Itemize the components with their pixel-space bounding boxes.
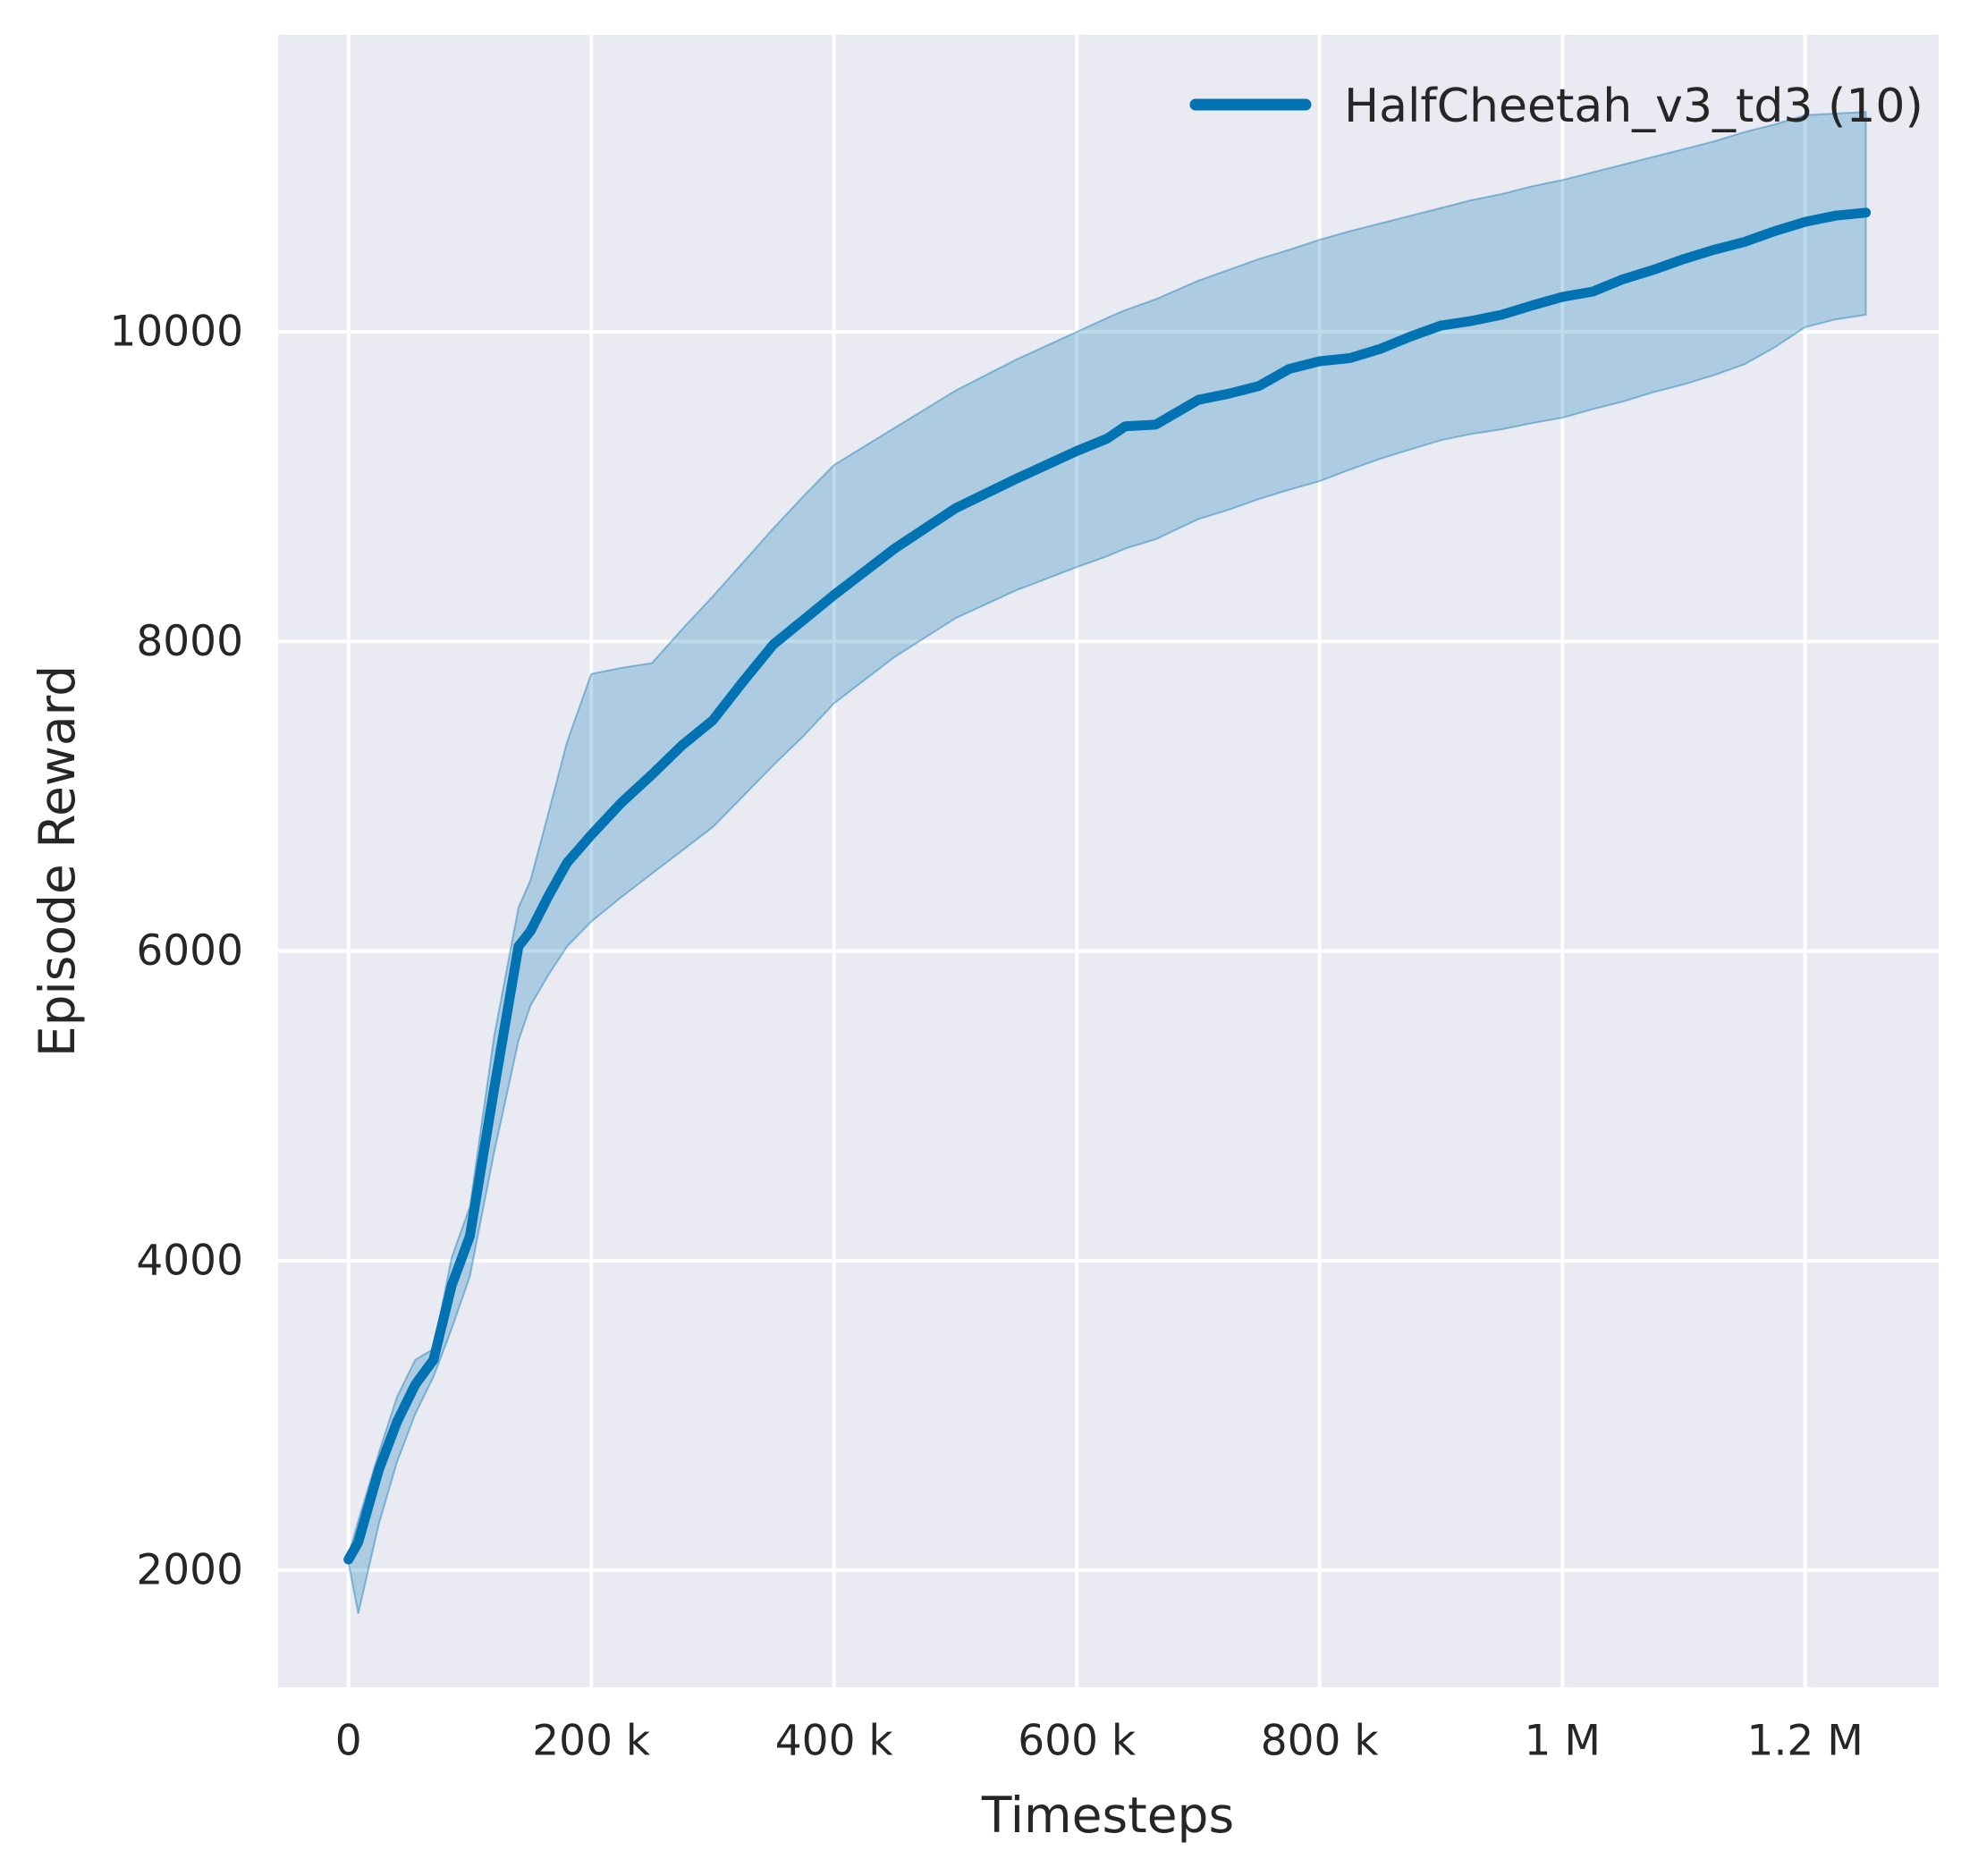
y-tick-label: 8000 — [136, 617, 243, 666]
y-tick-label: 10000 — [109, 308, 243, 357]
plot-area — [278, 35, 1939, 1687]
x-tick-label: 1 M — [1524, 1717, 1600, 1766]
x-tick-label: 200 k — [532, 1717, 651, 1766]
x-tick-labels: 0 200 k 400 k 600 k 800 k 1 M 1.2 M — [335, 1717, 1864, 1766]
y-tick-label: 2000 — [136, 1546, 243, 1595]
y-axis-label: Episode Reward — [29, 665, 86, 1057]
confidence-band — [347, 111, 1867, 1614]
y-tick-label: 6000 — [136, 926, 243, 976]
x-tick-label: 400 k — [775, 1717, 894, 1766]
legend: HalfCheetah_v3_td3 (10) — [1189, 80, 1923, 133]
gridlines — [278, 35, 1939, 1687]
mean-reward-line — [343, 207, 1872, 1565]
x-axis-label: Timesteps — [981, 1787, 1234, 1844]
x-tick-label: 0 — [335, 1717, 362, 1766]
y-tick-labels: 2000 4000 6000 8000 10000 — [109, 308, 243, 1595]
y-tick-label: 4000 — [136, 1236, 243, 1285]
x-tick-label: 600 k — [1018, 1717, 1137, 1766]
x-tick-label: 1.2 M — [1747, 1717, 1864, 1766]
x-tick-label: 800 k — [1261, 1717, 1380, 1766]
legend-entry-label: HalfCheetah_v3_td3 (10) — [1344, 80, 1923, 133]
mean-line — [343, 207, 1872, 1565]
std-band — [347, 111, 1867, 1614]
